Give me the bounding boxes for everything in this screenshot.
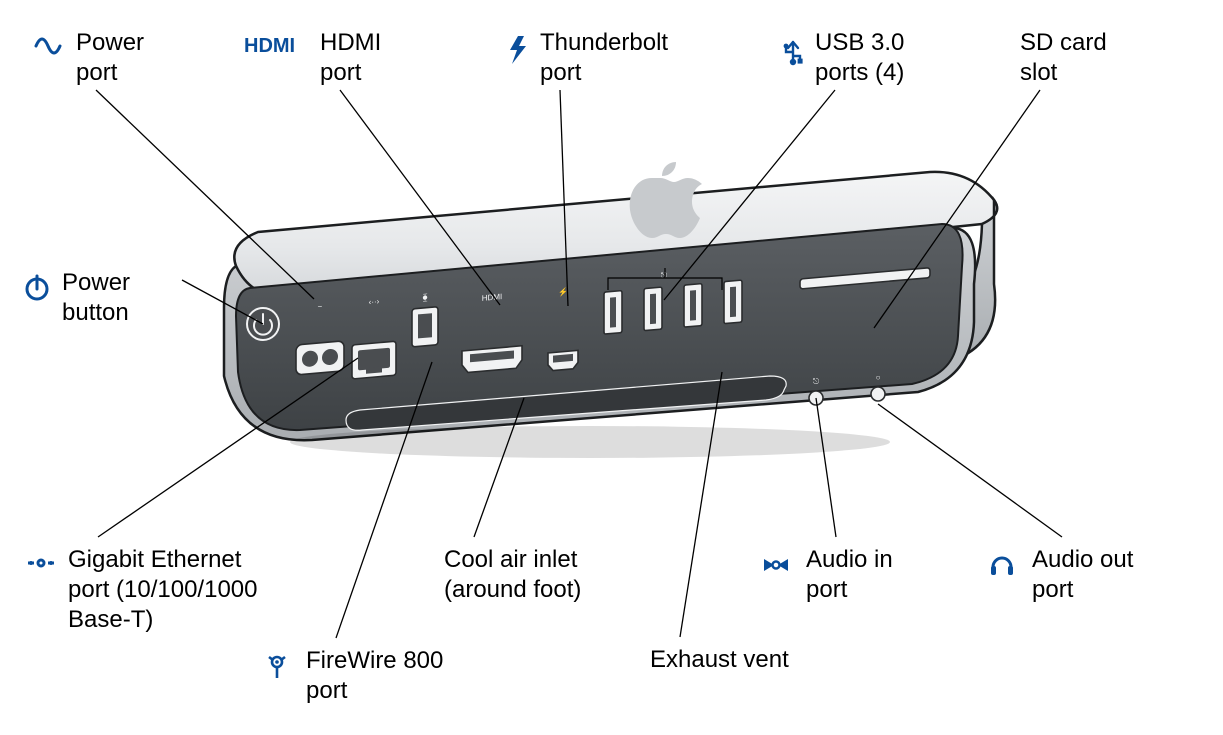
power-icon	[27, 276, 47, 299]
label-ethernet-line1: port (10/100/1000	[68, 576, 257, 603]
leader-power_port	[96, 90, 314, 299]
label-power_port-line1: port	[76, 59, 118, 86]
hdmi-port	[462, 346, 522, 373]
label-hdmi: HDMI HDMI port	[244, 29, 381, 86]
bolt-icon	[510, 36, 526, 64]
apple-logo	[630, 162, 702, 238]
label-firewire: FireWire 800 port	[269, 647, 443, 704]
label-power_button: Power button	[27, 269, 130, 326]
label-audio_in-line1: port	[806, 576, 848, 603]
audioout-icon	[991, 558, 1013, 575]
wave-icon	[36, 39, 60, 53]
diagram-svg: ~‹··›⧳HDMI⚡⎋⎋○PowerportHDMIHDMIportThund…	[0, 0, 1223, 735]
label-power_port: Power port	[36, 29, 144, 86]
label-thunderbolt-line0: Thunderbolt	[540, 29, 668, 56]
label-audio_in: Audio in port	[764, 546, 893, 603]
thunderbolt-port	[548, 350, 578, 371]
svg-text:○: ○	[876, 373, 881, 382]
label-audio_in-line0: Audio in	[806, 546, 893, 573]
leader-audio_in	[816, 398, 836, 537]
label-hdmi-line0: HDMI	[320, 29, 381, 56]
label-power_port-line0: Power	[76, 29, 144, 56]
power-port	[296, 341, 344, 375]
label-cool_air-line0: Cool air inlet	[444, 546, 578, 573]
label-thunderbolt-line1: port	[540, 59, 582, 86]
svg-text:⎋: ⎋	[813, 377, 820, 386]
svg-text:HDMI: HDMI	[244, 35, 295, 57]
hdmiText-icon: HDMI	[244, 35, 295, 57]
svg-text:⧳: ⧳	[423, 293, 428, 302]
label-audio_out-line0: Audio out	[1032, 546, 1134, 573]
label-sd-line1: slot	[1020, 59, 1058, 86]
label-audio_out: Audio out port	[991, 546, 1134, 603]
label-power_button-line0: Power	[62, 269, 130, 296]
label-power_button-line1: button	[62, 299, 129, 326]
label-ethernet-line0: Gigabit Ethernet	[68, 546, 242, 573]
svg-text:⎋: ⎋	[661, 271, 668, 281]
label-ethernet: Gigabit Ethernet port (10/100/1000 Base-T)	[28, 546, 257, 633]
ethernet-port	[352, 341, 396, 379]
label-firewire-line1: port	[306, 677, 348, 704]
label-thunderbolt: Thunderbolt port	[510, 29, 668, 86]
device: ~‹··›⧳HDMI⚡⎋⎋○	[224, 162, 997, 458]
label-ethernet-line2: Base-T)	[68, 606, 153, 633]
label-firewire-line0: FireWire 800	[306, 647, 443, 674]
label-usb-line0: USB 3.0	[815, 29, 904, 56]
svg-text:~: ~	[318, 302, 323, 311]
audio-out	[871, 387, 885, 401]
ethernet-icon	[28, 560, 54, 566]
leader-audio_out	[878, 404, 1062, 537]
svg-text:‹··›: ‹··›	[369, 297, 380, 307]
label-sd: SD card slot	[1020, 29, 1107, 86]
svg-text:⚡: ⚡	[558, 286, 568, 298]
label-exhaust-line0: Exhaust vent	[650, 646, 789, 673]
label-exhaust: Exhaust vent	[650, 646, 789, 673]
label-audio_out-line1: port	[1032, 576, 1074, 603]
label-cool_air: Cool air inlet (around foot)	[444, 546, 581, 603]
usb-icon	[784, 42, 803, 65]
firewire-icon	[269, 657, 285, 678]
label-sd-line0: SD card	[1020, 29, 1107, 56]
label-cool_air-line1: (around foot)	[444, 576, 581, 603]
label-usb-line1: ports (4)	[815, 59, 904, 86]
leader-exhaust	[680, 372, 722, 637]
label-hdmi-line1: port	[320, 59, 362, 86]
audioin-icon	[764, 559, 788, 571]
label-usb: USB 3.0 ports (4)	[784, 29, 905, 86]
